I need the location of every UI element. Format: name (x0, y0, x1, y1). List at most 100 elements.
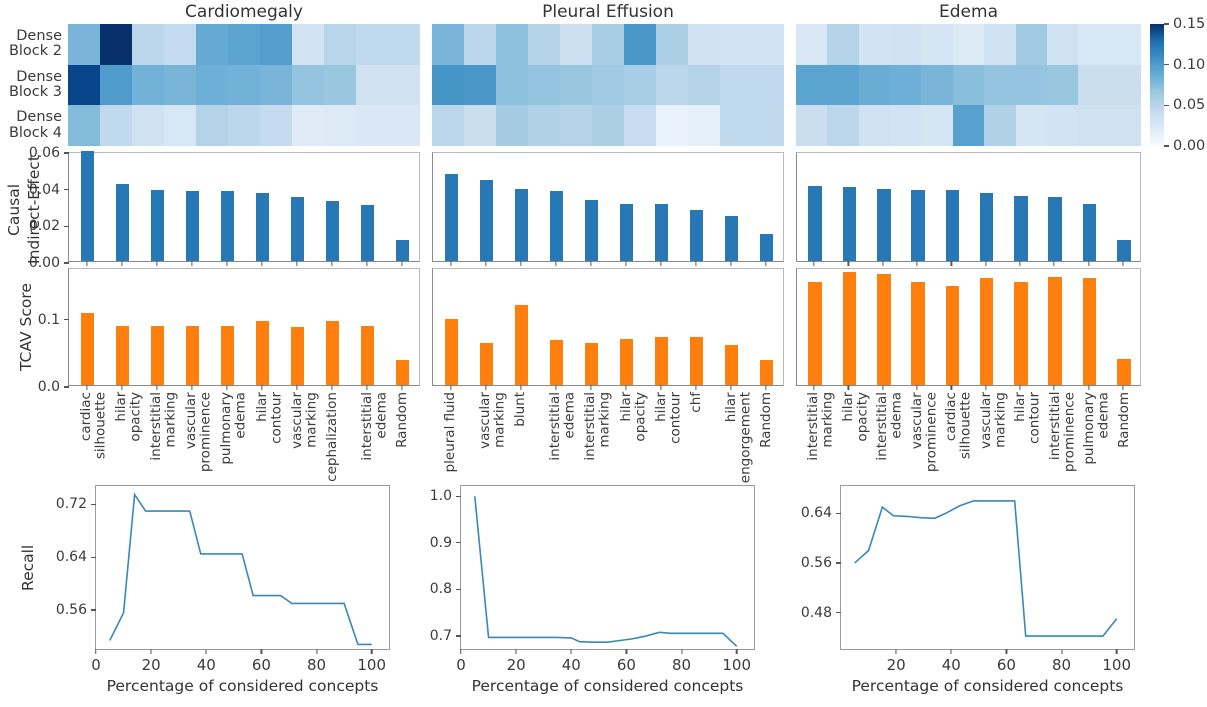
heatmap-cell (656, 24, 688, 65)
recall-edema-xtick: 20 (887, 649, 906, 674)
tick-mark (813, 261, 815, 266)
recall-edema-ytick: 0.56 (801, 555, 841, 571)
bar (808, 282, 822, 385)
tick-mark (570, 649, 572, 654)
xtick (190, 385, 193, 390)
bar (619, 339, 634, 385)
bar (724, 345, 739, 385)
tick-mark (85, 261, 88, 266)
tick-mark (916, 261, 918, 266)
ytick-label: 0.1 (37, 311, 60, 328)
ytick-label: 0.64 (800, 505, 832, 522)
heatmap-cell (1109, 24, 1141, 65)
heatmap-cell (100, 105, 132, 146)
tick-mark (365, 385, 368, 390)
xtick-label: 60 (251, 656, 271, 674)
recall-pleural-effusion-xtick: 60 (617, 649, 636, 674)
label-line: contour (667, 392, 684, 444)
label-line: opacity (632, 392, 649, 442)
heatmap-cell (464, 105, 496, 146)
label-line: edema (232, 392, 249, 439)
bar (444, 319, 459, 385)
bar (1082, 204, 1097, 261)
bar (689, 336, 704, 385)
tick-mark (882, 261, 884, 266)
bar (945, 286, 960, 385)
xtick-label: 20 (141, 656, 161, 674)
heatmap-cell (827, 24, 859, 65)
heatmap-cell (164, 64, 196, 106)
bar (514, 188, 529, 261)
label-line: chf (688, 392, 704, 413)
xtick (847, 261, 850, 266)
category-label: vascular marking (978, 392, 1009, 449)
bar (945, 189, 960, 261)
category-label: hilar opacity (113, 392, 144, 442)
bar (255, 320, 270, 385)
bar (290, 327, 305, 385)
bar (1082, 277, 1097, 385)
tick-mark (1122, 385, 1124, 390)
tick-mark (484, 385, 487, 390)
bar (1014, 282, 1028, 385)
tick-mark (456, 635, 461, 637)
bar (689, 210, 704, 261)
tick-mark (950, 385, 952, 390)
tick-mark (1019, 385, 1021, 390)
xtick (120, 385, 123, 390)
ytick-label: 0.48 (800, 604, 832, 621)
ytick-label: 0.04 (28, 181, 60, 198)
heatmap-cell (656, 64, 688, 106)
tick-mark (1164, 104, 1169, 106)
xtick (847, 385, 850, 390)
heatmap-cell (752, 105, 784, 146)
heatmap-cell (260, 24, 292, 65)
cie-cardiomegaly-ytick: 0.02 (29, 218, 69, 234)
heatmap-cell (1015, 64, 1047, 106)
tick-mark (1005, 649, 1007, 654)
recall-ylabel: Recall (19, 544, 37, 591)
tick-mark (1122, 261, 1124, 266)
bar (549, 339, 564, 385)
xtick (764, 385, 767, 390)
ytick-label: 0.72 (55, 496, 87, 513)
xtick (295, 385, 298, 390)
heatmap-cell (921, 105, 953, 146)
tcav-edema-bars (797, 269, 1140, 385)
heatmap-cell (752, 64, 784, 106)
cie-cardiomegaly-axes: 0.06 0.04 0.02 0.00 (29, 145, 420, 271)
heatmap-cell (796, 64, 828, 106)
tick-mark (694, 385, 697, 390)
heatmap-cell (356, 64, 388, 106)
tick-mark (456, 495, 461, 497)
colorbar-gradient (1150, 24, 1164, 146)
heatmap-cell (132, 64, 164, 106)
tick-mark (589, 261, 592, 266)
tick-mark (225, 385, 228, 390)
bar (325, 320, 340, 385)
tick-mark (882, 385, 884, 390)
heatmap-cell (528, 105, 560, 146)
ytick-label: 0.56 (800, 554, 832, 571)
bar (220, 326, 235, 385)
tick-mark (694, 261, 697, 266)
heatmap-cell (827, 105, 859, 146)
bar (360, 326, 375, 385)
colorbar-tick: 0.15 (1164, 16, 1205, 32)
heatmap-cell (260, 64, 292, 106)
tick-mark (64, 386, 69, 388)
xtick (85, 261, 88, 266)
recall-cardiomegaly-ytick: 0.72 (56, 496, 96, 512)
tick-mark (680, 649, 683, 654)
tick-mark (554, 261, 557, 266)
heatmap-cell (432, 24, 464, 65)
panel-title-pleural_effusion: Pleural Effusion (542, 2, 674, 22)
tick-mark (155, 261, 158, 266)
label-line: prominence (923, 392, 940, 473)
label-line: Random (1115, 392, 1132, 448)
label-line: hilar (652, 392, 669, 422)
tick-mark (624, 385, 627, 390)
category-label: pulmonary edema (218, 392, 249, 465)
heatmap-cell (688, 24, 720, 65)
bar (842, 272, 857, 385)
